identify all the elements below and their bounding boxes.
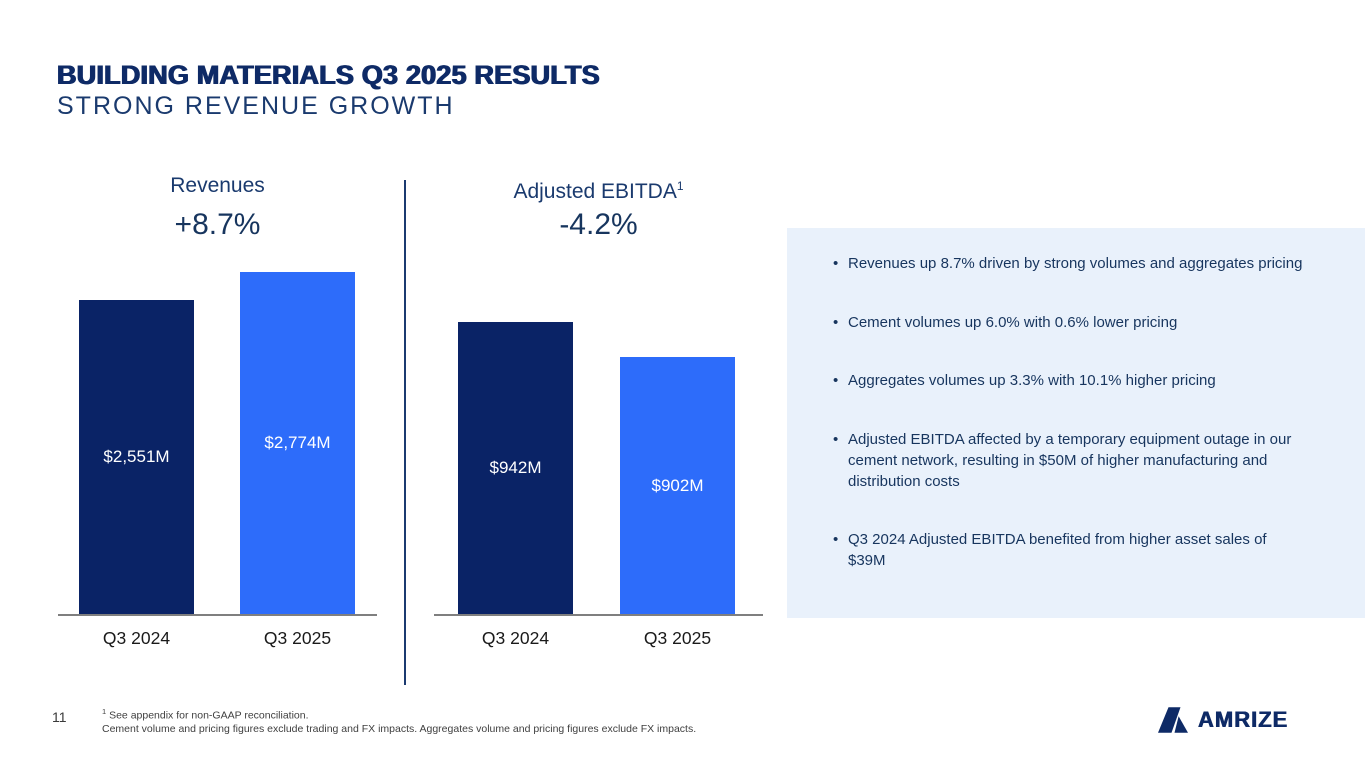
bullet-text: Adjusted EBITDA affected by a temporary … [848,431,1292,490]
bullet-text: Q3 2024 Adjusted EBITDA benefited from h… [848,531,1267,569]
bullet-item: • Adjusted EBITDA affected by a temporary… [833,430,1345,492]
bar-value-label: $2,551M [103,447,170,466]
footnotes: 1 See appendix for non-GAAP reconciliati… [102,705,696,737]
bullet-text: Revenues up 8.7% driven by strong volume… [848,255,1303,272]
footnote-superscript: 1 [102,707,107,716]
category-label: Q3 2024 [481,628,550,648]
page-number: 11 [52,709,67,725]
category-label: Q3 2025 [643,628,712,648]
bar-value-label: $942M [489,458,542,477]
amrize-logo-icon [1158,707,1188,733]
bar-q3-2024: $942M [458,322,573,614]
ebitda-category-labels: Q3 2024 Q3 2025 [434,628,763,649]
bar-q3-2024: $2,551M [79,300,194,614]
bar-q3-2025: $2,774M [240,272,355,614]
bar-value-label: $902M [651,475,704,495]
revenues-chart: Revenues +8.7% $2,551M $2,774M Q3 2024 Q3 … [58,172,377,649]
ebitda-plot-area: $942M $902M [434,270,763,616]
revenues-chart-title: Revenues [58,172,377,200]
bullet-text: Cement volumes up 6.0% with 0.6% lower p… [848,313,1178,331]
slide-title: BUILDING MATERIALS Q3 2025 RESULTS [57,60,600,90]
category-label: Q3 2024 [102,628,171,648]
ebitda-chart: Adjusted EBITDA1 -4.2% $942M $902M Q3 202… [434,172,763,649]
bullet-list: • Revenues up 8.7% driven by strong volum… [787,228,1365,572]
footnote-line-1: 1 See appendix for non-GAAP reconciliati… [102,705,696,723]
bullet-icon: • [833,313,839,331]
bar-value-label: $2,774M [264,433,331,452]
bar-q3-2025: $902M [620,357,735,614]
bullet-icon: • [833,372,839,390]
commentary-panel: • Revenues up 8.7% driven by strong volum… [787,228,1365,618]
ebitda-chart-title-text: Adjusted EBITDA [513,180,677,203]
vertical-divider [404,180,406,685]
bullet-icon: • [833,255,839,272]
bullet-item: • Aggregates volumes up 3.3% with 10.1% h… [833,371,1345,392]
ebitda-chart-title: Adjusted EBITDA1 [434,172,763,203]
category-label: Q3 2025 [263,628,332,648]
footnote-line-2: Cement volume and pricing figures exclud… [102,723,697,735]
bullet-item: • Revenues up 8.7% driven by strong volum… [833,254,1345,275]
revenues-delta-label: +8.7% [174,208,261,241]
bullet-item: • Cement volumes up 6.0% with 0.6% lower … [833,313,1345,334]
revenues-category-labels: Q3 2024 Q3 2025 [58,628,377,649]
ebitda-footnote-marker: 1 [676,179,684,193]
revenues-chart-title-text: Revenues [170,174,265,197]
amrize-logo-text: AMRIZE [1198,707,1289,732]
revenues-plot-area: $2,551M $2,774M [58,270,377,616]
bullet-icon: • [833,431,839,449]
bullet-text: Aggregates volumes up 3.3% with 10.1% hi… [848,372,1216,390]
slide-subtitle: STRONG REVENUE GROWTH [57,92,455,120]
ebitda-delta-label: -4.2% [559,208,638,241]
bullet-item: • Q3 2024 Adjusted EBITDA benefited from … [833,530,1345,571]
bullet-icon: • [833,531,839,549]
footnote-line-1-text: See appendix for non-GAAP reconciliation… [106,709,309,722]
amrize-logo: AMRIZE [1158,707,1288,733]
